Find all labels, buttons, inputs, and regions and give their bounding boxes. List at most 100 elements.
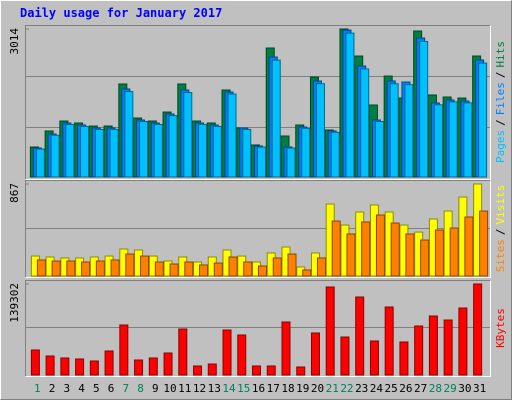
bevel [25, 25, 491, 180]
bar [448, 101, 458, 178]
bar [198, 123, 208, 178]
bar [473, 283, 483, 376]
bar [252, 365, 261, 376]
bar [60, 357, 70, 376]
bar [449, 227, 459, 277]
bar [153, 123, 163, 178]
bar [163, 352, 173, 376]
bar [168, 115, 178, 178]
bar [399, 341, 409, 376]
bar [384, 306, 394, 376]
x-tick-label: 12 [193, 382, 206, 395]
x-tick-label: 5 [93, 382, 100, 395]
legend: Sites / Visits [494, 185, 507, 273]
bar [178, 328, 188, 376]
bar [104, 350, 114, 376]
x-tick-label: 9 [152, 382, 159, 395]
x-tick-label: 14 [222, 382, 236, 395]
bar [66, 260, 76, 277]
bar [35, 148, 45, 178]
bar [65, 123, 75, 178]
bar [340, 336, 350, 376]
x-tick-label: 7 [123, 382, 130, 395]
bar [237, 334, 247, 376]
bar [258, 265, 267, 277]
bar [184, 261, 194, 277]
legend: Pages / Files / Hits [494, 41, 507, 163]
y-tick-label: 3014 [8, 28, 21, 55]
bar [110, 259, 120, 277]
legend-separator: / [494, 229, 507, 236]
bar [281, 321, 291, 376]
bar [222, 329, 232, 376]
bar [30, 349, 40, 376]
legend-entry: KBytes [494, 308, 507, 348]
x-tick-label: 2 [49, 382, 56, 395]
x-tick-label: 20 [311, 382, 324, 395]
x-tick-label: 4 [78, 382, 85, 395]
bar [95, 260, 105, 277]
x-tick-label: 24 [370, 382, 384, 395]
x-tick-label: 16 [252, 382, 265, 395]
bar [434, 229, 444, 277]
bar [433, 104, 443, 178]
bar [310, 332, 320, 376]
y-tick-label: 139302 [8, 283, 21, 323]
bar [404, 84, 414, 178]
x-tick-label: 22 [340, 382, 353, 395]
bar [405, 233, 415, 277]
bar [266, 365, 276, 376]
x-tick-label: 28 [429, 382, 442, 395]
bar [345, 32, 355, 178]
x-tick-label: 3 [64, 382, 71, 395]
bar [428, 315, 438, 376]
bar [124, 91, 134, 178]
bar [316, 257, 326, 277]
bevel [25, 180, 491, 278]
bar [227, 93, 237, 178]
bar [213, 262, 223, 277]
bar [183, 92, 193, 178]
bar [464, 216, 474, 277]
bar [414, 325, 424, 376]
bar [302, 269, 312, 277]
bar [331, 220, 341, 277]
bar [207, 363, 217, 376]
bar [75, 358, 85, 376]
x-tick-label: 17 [267, 382, 280, 395]
bar [51, 260, 61, 277]
bar [355, 296, 365, 376]
x-tick-label: 15 [237, 382, 250, 395]
legend-entry: Files [494, 82, 507, 115]
legend-entry: Sites [494, 239, 507, 272]
bar [286, 147, 296, 178]
x-tick-label: 8 [137, 382, 144, 395]
x-tick-label: 23 [355, 382, 368, 395]
bar [148, 357, 158, 376]
panel [25, 280, 491, 377]
x-tick-label: 19 [296, 382, 309, 395]
x-tick-label: 10 [163, 382, 176, 395]
bar [287, 253, 297, 277]
legend: KBytes [494, 308, 507, 348]
x-tick-label: 6 [108, 382, 115, 395]
chart-title: Daily usage for January 2017 [20, 6, 222, 20]
x-tick-label: 29 [444, 382, 457, 395]
bar [212, 125, 222, 178]
bar [94, 128, 104, 178]
x-tick-label: 13 [208, 382, 221, 395]
legend-separator: / [494, 72, 507, 79]
bar [346, 233, 356, 277]
bar [257, 146, 266, 178]
bar [301, 127, 311, 178]
bar [419, 40, 429, 178]
bar [193, 365, 203, 376]
bar [36, 259, 46, 277]
bar [140, 255, 150, 277]
legend-entry: Pages [494, 130, 507, 163]
y-tick-label: 867 [8, 183, 21, 203]
x-tick-label: 26 [399, 382, 412, 395]
bar [243, 261, 253, 277]
